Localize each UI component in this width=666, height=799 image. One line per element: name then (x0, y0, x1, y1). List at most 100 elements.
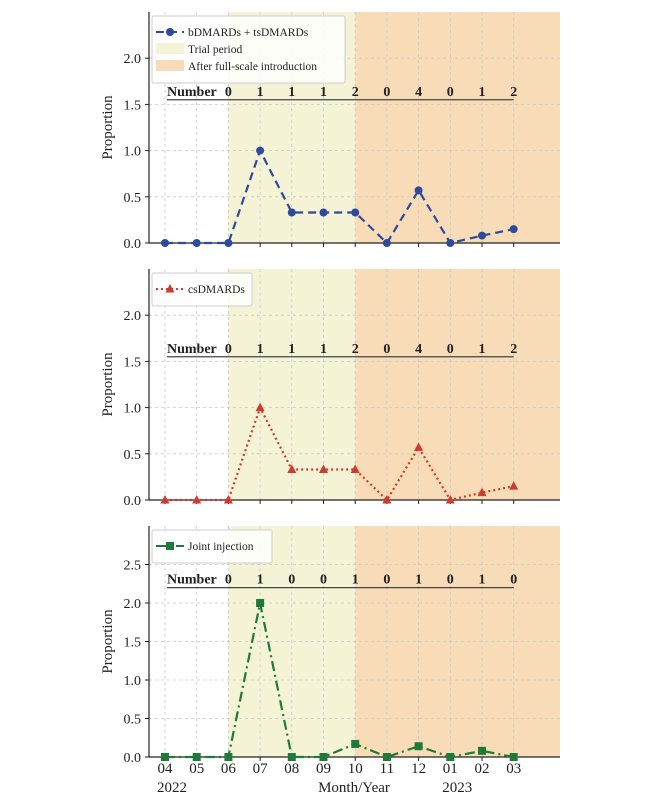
number-value: 1 (257, 85, 264, 100)
data-point (414, 186, 423, 195)
data-point (224, 753, 233, 761)
y-tick-label: 2.5 (124, 559, 142, 574)
y-tick-label: 1.5 (124, 636, 142, 651)
number-value: 0 (225, 342, 232, 357)
number-value: 2 (352, 342, 359, 357)
data-point (414, 442, 424, 451)
y-tick-label: 0.0 (124, 237, 142, 252)
data-point (161, 239, 169, 247)
number-value: 0 (447, 342, 454, 357)
x-tick-label: 05 (189, 761, 204, 777)
number-value: 2 (510, 342, 517, 357)
data-point (477, 487, 487, 497)
number-value: 1 (479, 342, 486, 357)
data-point (445, 495, 455, 504)
x-tick-label: 04 (158, 761, 174, 777)
series-line (165, 602, 514, 759)
number-value: 1 (352, 573, 359, 588)
series-line (165, 147, 514, 245)
x-tick-label: 12 (411, 761, 426, 777)
data-point (256, 146, 265, 155)
y-axis-label: Proportion (100, 95, 116, 160)
data-point (351, 739, 360, 748)
data-point (446, 753, 455, 761)
y-tick-label: 2.0 (124, 597, 142, 612)
x-tick-label: 02 (475, 761, 490, 777)
data-point (319, 208, 328, 217)
data-point (509, 753, 518, 761)
data-point (382, 495, 392, 504)
legend-box (151, 15, 346, 84)
data-point (287, 753, 296, 761)
data-point (350, 464, 360, 474)
x-tick-label: 07 (253, 761, 269, 777)
x-tick-label: 10 (348, 761, 363, 777)
full-scale-region (355, 269, 560, 500)
legend-label: After full-scale introduction (188, 61, 317, 73)
legend-label: bDMARDs + tsDMARDs (188, 27, 309, 39)
chart-panel-bdmards: 0.0 0.5 1.0 1.5 2.0 Proportion Number 0 1 1 1 2 0 4 0 1… (100, 12, 560, 252)
number-value: 0 (510, 573, 517, 588)
number-value: 1 (320, 85, 327, 100)
y-axis-label: Proportion (100, 609, 116, 674)
data-point (287, 464, 297, 474)
data-point (223, 495, 233, 504)
data-point (478, 231, 486, 240)
data-point (161, 753, 169, 761)
data-point (224, 239, 233, 247)
legend-patch-swatch (156, 43, 184, 54)
data-point (509, 225, 518, 234)
year-label: 2023 (442, 780, 472, 796)
x-tick-label: 11 (380, 761, 394, 777)
number-value: 1 (320, 342, 327, 357)
number-row-label: Number (167, 85, 217, 100)
y-tick-label: 0.5 (124, 191, 142, 206)
y-tick-label: 2.0 (124, 309, 142, 324)
x-tick-label: 06 (221, 761, 237, 777)
number-value: 0 (320, 573, 327, 588)
number-value: 1 (479, 573, 486, 588)
legend-patch-swatch (156, 60, 184, 71)
data-point (414, 742, 423, 751)
y-tick-label: 0.5 (124, 448, 142, 463)
x-tick-label: 08 (284, 761, 299, 777)
y-tick-label: 1.0 (124, 145, 142, 160)
number-row-label: Number (167, 573, 217, 588)
number-value: 1 (257, 573, 264, 588)
number-value: 0 (383, 342, 390, 357)
number-value: 0 (225, 85, 232, 100)
number-value: 1 (288, 85, 295, 100)
series-line (165, 404, 514, 502)
number-value: 0 (383, 573, 390, 588)
full-scale-region (355, 12, 560, 243)
x-axis-label: Month/Year (318, 780, 390, 796)
y-tick-label: 1.0 (124, 674, 142, 689)
data-point (382, 753, 391, 761)
legend-marker (165, 284, 175, 293)
data-point (256, 599, 265, 607)
number-value: 4 (415, 342, 422, 357)
legend-box (151, 272, 253, 307)
number-value: 0 (288, 573, 295, 588)
number-value: 1 (415, 573, 422, 588)
data-point (319, 753, 328, 761)
number-value: 1 (479, 85, 486, 100)
data-point (255, 402, 265, 412)
data-point (351, 208, 360, 217)
y-tick-label: 1.5 (124, 355, 142, 370)
data-point (160, 495, 170, 504)
number-value: 2 (352, 85, 359, 100)
data-point (478, 746, 486, 755)
chart-panel-joint-injection: 0.0 0.5 1.0 1.5 2.0 2.5 Proportion Number 0 1 0 0 1 0… (100, 526, 560, 766)
legend-label: Joint injection (188, 541, 254, 553)
number-value: 2 (510, 85, 517, 100)
y-axis-label: Proportion (100, 352, 116, 417)
y-tick-label: 0.0 (124, 751, 142, 766)
data-point (446, 239, 455, 247)
x-tick-label: 01 (443, 761, 458, 777)
number-value: 4 (415, 85, 422, 100)
shared-x-axis: 04 05 06 07 08 09 10 11 12 01 02 03 2022 2023 Month/Ye… (157, 761, 521, 796)
legend-label: Trial period (188, 44, 242, 56)
data-point (192, 239, 201, 247)
